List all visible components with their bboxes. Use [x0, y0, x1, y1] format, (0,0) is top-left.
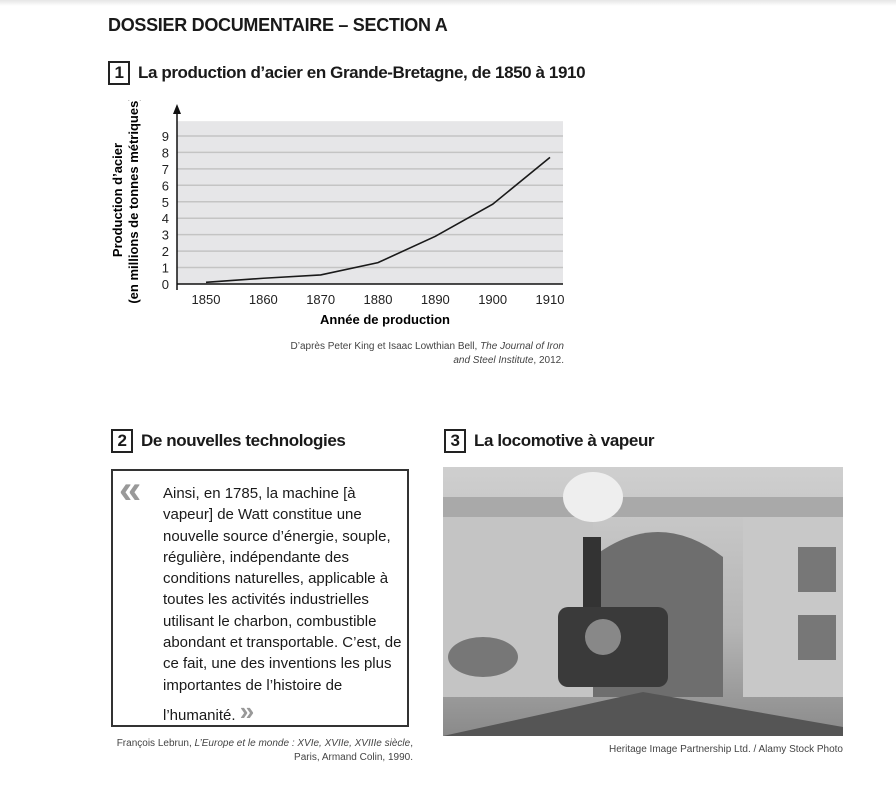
quote-body: Ainsi, en 1785, la machine [à vapeur] de… — [163, 485, 402, 724]
doc3-title: La locomotive à vapeur — [474, 431, 655, 450]
y-axis-label-units: (en millions de tonnes métriques) — [126, 100, 141, 304]
doc2-source: François Lebrun, L’Europe et le monde : … — [100, 737, 413, 765]
x-tick-label: 1850 — [192, 292, 221, 307]
y-tick-label: 3 — [162, 228, 169, 243]
doc1-source-authors: D’après Peter King et Isaac Lowthian Bel… — [290, 341, 481, 352]
doc1-title: La production d’acier en Grande-Bretagne… — [138, 63, 586, 82]
locomotive-illustration — [443, 472, 843, 736]
plot-background — [177, 121, 563, 284]
doc2-source-author: François Lebrun, — [116, 738, 195, 749]
doc1-heading: 1 La production d’acier en Grande-Bretag… — [108, 61, 586, 85]
doc2-heading: 2 De nouvelles technologies — [111, 429, 346, 453]
doc2-number: 2 — [111, 429, 133, 453]
y-axis-label: Production d’acier — [110, 143, 125, 257]
locomotive-photo — [443, 467, 843, 736]
doc2-source-publisher: Paris, Armand Colin, 1990. — [294, 752, 413, 763]
x-tick-label: 1890 — [421, 292, 450, 307]
steel-chart: 01 23 45 67 89 1850 1860 1870 1880 1890 1900 1910 An… — [110, 100, 565, 327]
x-tick-label: 1880 — [364, 292, 393, 307]
x-tick-label: 1910 — [536, 292, 565, 307]
steel-production-line — [205, 156, 551, 284]
doc3-number: 3 — [444, 429, 466, 453]
y-tick-label: 7 — [162, 162, 169, 177]
doc1-number: 1 — [108, 61, 130, 85]
doc2-source-comma: , — [410, 738, 413, 749]
quote-box: « Ainsi, en 1785, la machine [à vapeur] … — [111, 469, 409, 727]
y-tick-label: 8 — [162, 145, 169, 160]
doc1-source: D’après Peter King et Isaac Lowthian Bel… — [250, 340, 564, 368]
x-tick-label: 1900 — [478, 292, 507, 307]
y-tick-label: 1 — [162, 261, 169, 276]
y-tick-label: 4 — [162, 211, 169, 226]
open-quote-mark: « — [119, 468, 142, 512]
x-axis-label: Année de production — [320, 312, 450, 327]
close-quote-mark: » — [239, 695, 255, 726]
y-tick-label: 6 — [162, 178, 169, 193]
top-shadow — [0, 0, 896, 6]
y-tick-label: 2 — [162, 244, 169, 259]
doc2-source-book: L’Europe et le monde : XVIe, XVIIe, XVII… — [194, 738, 411, 749]
quote-text: Ainsi, en 1785, la machine [à vapeur] de… — [163, 483, 403, 726]
photo-credit: Heritage Image Partnership Ltd. / Alamy … — [608, 744, 843, 755]
doc1-source-year: , 2012. — [533, 355, 564, 366]
page-title: DOSSIER DOCUMENTAIRE – SECTION A — [108, 15, 448, 35]
doc1-source-journal-b: and Steel Institute — [453, 355, 534, 366]
y-tick-label: 5 — [162, 195, 169, 210]
doc3-heading: 3 La locomotive à vapeur — [444, 429, 655, 453]
y-axis-arrow — [173, 104, 181, 114]
doc1-source-journal-a: The Journal of Iron — [480, 341, 564, 352]
x-tick-label: 1870 — [306, 292, 335, 307]
x-tick-label: 1860 — [249, 292, 278, 307]
y-tick-label: 9 — [162, 129, 169, 144]
y-tick-label: 0 — [162, 277, 169, 292]
doc2-title: De nouvelles technologies — [141, 431, 346, 450]
